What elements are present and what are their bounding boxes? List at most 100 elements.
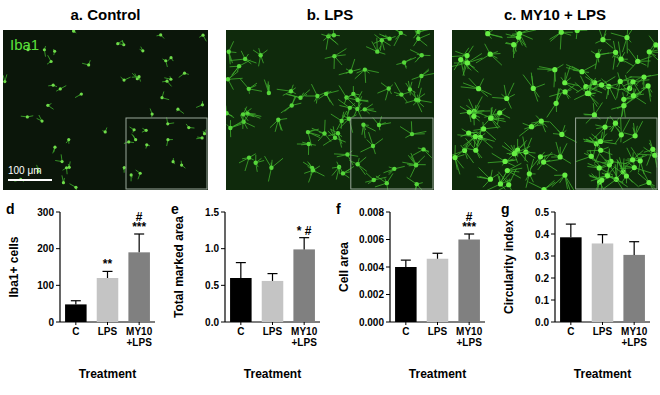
x-tick-label-line: +LPS — [457, 337, 483, 348]
cell-body — [361, 123, 365, 127]
cell-body — [372, 178, 376, 182]
y-tick — [56, 322, 60, 323]
cell-body — [645, 83, 650, 88]
x-tick-label: LPS — [98, 326, 118, 337]
cell-body — [465, 60, 470, 65]
cells — [226, 30, 434, 190]
bar — [230, 278, 252, 322]
y-tick — [221, 322, 225, 323]
error-cap — [401, 260, 411, 261]
y-tick-label: 0.004 — [359, 262, 384, 273]
cell-body — [203, 132, 206, 135]
error-stem — [469, 234, 470, 240]
cell-body — [621, 97, 626, 102]
error-cap — [598, 234, 608, 235]
x-tick-label-line: MY10 — [621, 326, 648, 337]
error-stem — [107, 271, 108, 278]
cell-body — [618, 79, 623, 84]
cell-body — [531, 86, 536, 91]
y-tick — [386, 239, 390, 240]
cell-body — [49, 60, 52, 63]
x-tick — [107, 322, 108, 325]
figure: a. Controlb. LPSc. MY10 + LPSIba1100 μmd… — [0, 0, 660, 395]
cell-body — [345, 152, 349, 156]
cell-body — [339, 119, 343, 123]
inset-frame — [126, 118, 207, 189]
cell-body — [385, 181, 389, 185]
bar — [592, 243, 614, 322]
cell-body — [402, 60, 406, 64]
y-tick-label: 0.1 — [535, 295, 549, 306]
bar — [293, 249, 315, 322]
y-axis-label: Cell area — [337, 242, 351, 292]
y-tick — [221, 285, 225, 286]
cell-process — [488, 161, 505, 162]
cell-body — [183, 72, 186, 75]
cell-body — [502, 159, 507, 164]
cell-process — [537, 68, 555, 70]
y-tick-label: 0 — [48, 317, 54, 328]
cell-body — [74, 186, 77, 189]
cell-body — [392, 167, 396, 171]
error-bar — [134, 234, 144, 252]
cell-body — [40, 119, 43, 122]
cell-body — [598, 139, 603, 144]
bar — [262, 281, 284, 322]
cell-body — [116, 42, 119, 45]
error-bar — [401, 260, 411, 267]
cell-body — [646, 180, 651, 185]
cell-body — [562, 89, 567, 94]
cell-body — [65, 166, 68, 169]
x-tick-label: MY10+LPS — [126, 326, 153, 348]
error-bar — [103, 271, 113, 278]
cell-body — [355, 162, 359, 166]
y-tick — [551, 322, 555, 323]
cell-body — [416, 37, 420, 41]
x-tick-label: C — [567, 326, 574, 337]
panel-title: b. LPS — [307, 6, 354, 23]
error-stem — [437, 253, 438, 259]
cell-body — [176, 108, 179, 111]
cell-body — [104, 130, 107, 133]
cell-body — [53, 146, 56, 149]
cell-body — [538, 154, 543, 159]
cell-body — [166, 122, 169, 125]
cell-body — [306, 130, 310, 134]
x-tick-label-line: MY10 — [291, 326, 318, 337]
cell-body — [137, 75, 140, 78]
cell-body — [410, 132, 414, 136]
cell-body — [324, 92, 328, 96]
error-bar — [629, 242, 639, 255]
cell-body — [355, 98, 359, 102]
cell-body — [59, 87, 62, 90]
panel-letter: d — [6, 201, 15, 217]
cell-body — [589, 154, 594, 159]
cell-body — [123, 166, 126, 169]
x-axis-label: Treatment — [574, 367, 631, 381]
y-axis-label: Total marked area — [172, 216, 186, 318]
cell-body — [631, 93, 636, 98]
cell-body — [419, 74, 423, 78]
y-axis-label: Circularity index — [502, 220, 516, 314]
cell-body — [258, 53, 262, 57]
cell-body — [166, 138, 169, 141]
y-axis — [224, 212, 225, 322]
error-stem — [304, 238, 305, 250]
x-tick-label-line: LPS — [428, 326, 448, 337]
cell-body — [498, 181, 503, 186]
cell-body — [165, 80, 168, 83]
y-tick — [386, 294, 390, 295]
cell-body — [145, 143, 148, 146]
cell-body — [228, 126, 232, 130]
cell-body — [630, 157, 635, 162]
x-axis-label: Treatment — [79, 367, 136, 381]
bar — [623, 255, 645, 322]
y-tick-label: 0.002 — [359, 289, 384, 300]
error-stem — [570, 224, 571, 237]
y-tick — [221, 248, 225, 249]
error-cap — [268, 273, 278, 274]
cell-body — [267, 91, 271, 95]
y-tick — [551, 278, 555, 279]
cell-process — [552, 175, 565, 187]
stain-label: Iba1 — [10, 36, 39, 53]
